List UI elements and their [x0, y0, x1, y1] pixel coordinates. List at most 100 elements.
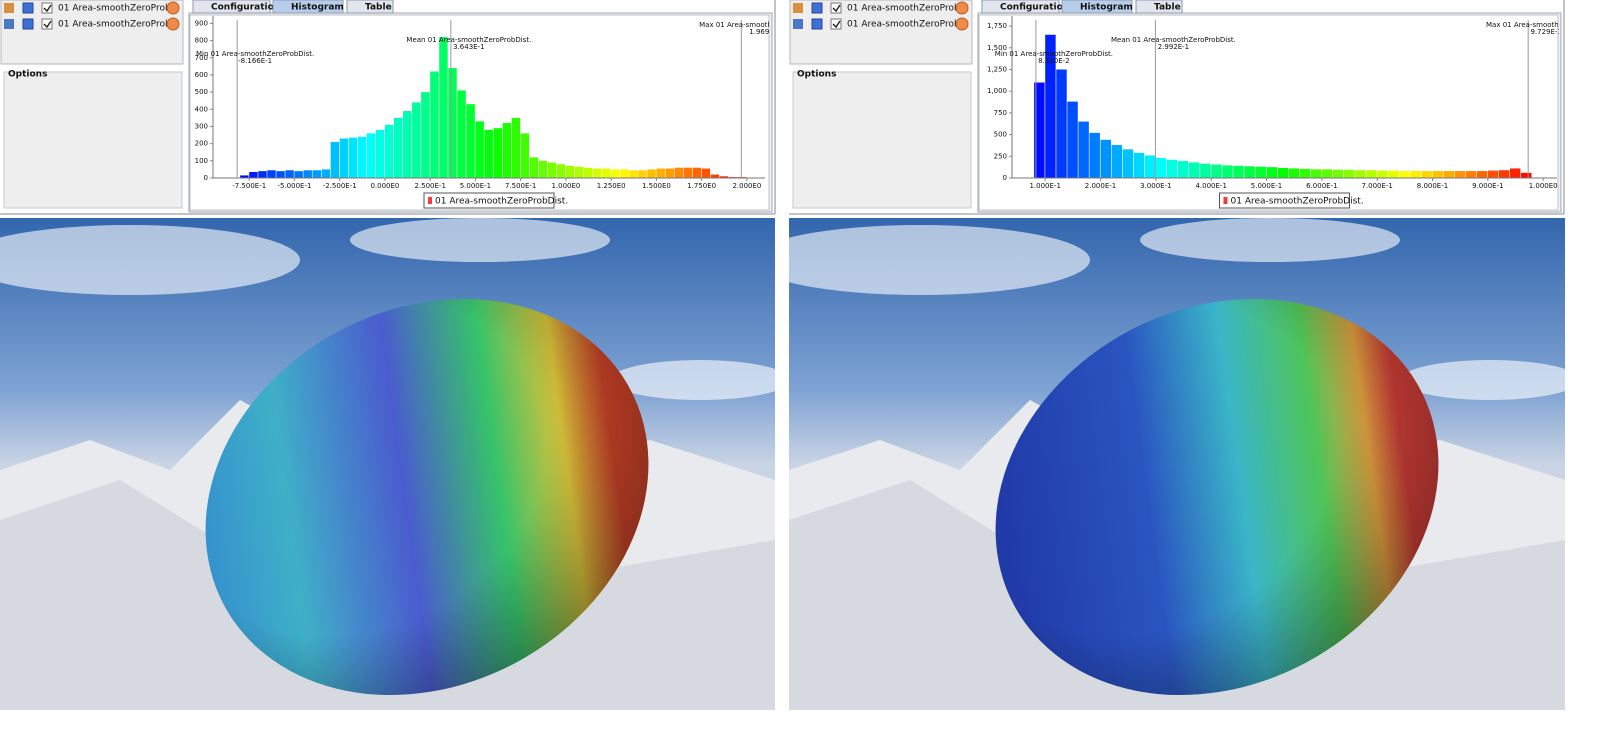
bar [366, 133, 376, 178]
bar [384, 124, 394, 178]
remove-button[interactable] [955, 1, 969, 15]
remove-button[interactable] [955, 17, 969, 31]
tab-label: Histogram [1080, 3, 1133, 13]
bar [701, 168, 711, 178]
row-color [811, 2, 823, 14]
marker-label: Mean 01 Area-smoothZeroProbDist. [406, 36, 531, 44]
marker-value: 9.729E-1 [1530, 28, 1561, 36]
tab[interactable] [1061, 0, 1133, 14]
bar [1166, 159, 1178, 178]
tab-label: Configuration [1000, 3, 1069, 13]
bar [357, 136, 367, 178]
bar [439, 37, 448, 178]
bar [1222, 165, 1233, 178]
histogram: 0 100 200 300 400 500 600 700 800 900 -7.500E-1 -5.… [195, 16, 769, 190]
bar [638, 170, 647, 178]
checkbox[interactable] [830, 2, 842, 14]
y-tick-label: 200 [195, 140, 208, 148]
legend-box [1219, 192, 1350, 209]
tab[interactable] [272, 0, 344, 14]
x-tick-label: 2.500E-1 [414, 182, 445, 190]
x-tick-label: 7.000E-1 [1361, 182, 1392, 190]
bar [1299, 168, 1311, 178]
check [832, 4, 841, 13]
bar [1399, 171, 1410, 178]
bar [529, 157, 539, 178]
bar [683, 167, 693, 178]
bar [1321, 169, 1333, 178]
marker-value: 1.969 [749, 28, 769, 36]
remove-button[interactable] [166, 1, 180, 15]
row-color [811, 18, 823, 30]
check [43, 4, 52, 13]
legend-label: 01 Area-smoothZeroProbDist. [435, 197, 568, 207]
bar [1133, 152, 1145, 178]
bar [1310, 169, 1322, 178]
bar [611, 169, 620, 178]
x-tick-label: -2.500E-1 [323, 182, 357, 190]
bar [1465, 171, 1477, 178]
tab[interactable] [1135, 0, 1183, 14]
bar [1177, 161, 1189, 178]
row-color [22, 18, 34, 30]
bar [412, 102, 421, 178]
tab[interactable] [346, 0, 394, 14]
bar [674, 167, 683, 178]
bar [538, 160, 548, 178]
marker-value: -8.166E-1 [238, 57, 272, 65]
x-tick-label: 1.000E-1 [1029, 182, 1060, 190]
y-tick-label: 900 [195, 19, 208, 27]
bar [303, 170, 312, 178]
bar [1056, 69, 1067, 178]
row-icon [4, 3, 14, 13]
y-tick-label: 0 [1003, 174, 1007, 182]
legend-label: 01 Area-smoothZeroProbDist. [1231, 197, 1364, 207]
x-tick-label: 1.250E0 [597, 182, 626, 190]
bar [1233, 165, 1244, 178]
tab[interactable] [981, 0, 1060, 14]
y-tick-label: 300 [195, 122, 208, 130]
bar [629, 170, 638, 178]
bar [330, 141, 340, 178]
x-tick-label: 2.000E0 [732, 182, 761, 190]
y-tick-label: 800 [195, 37, 208, 45]
bar [556, 164, 566, 178]
marker-value: 2.992E-1 [1158, 43, 1189, 51]
y-tick-label: 1,500 [987, 44, 1007, 52]
remove-button[interactable] [166, 17, 180, 31]
bar [466, 104, 475, 178]
y-tick-label: 0 [204, 174, 208, 182]
checkbox[interactable] [41, 18, 53, 30]
bar [393, 117, 403, 178]
checkbox[interactable] [830, 18, 842, 30]
bar [403, 111, 412, 178]
x-tick-label: 1.500E0 [642, 182, 671, 190]
bar [1432, 171, 1443, 178]
bar [240, 175, 249, 178]
bar [484, 129, 493, 178]
bar [1244, 166, 1255, 178]
bar [1078, 121, 1089, 178]
marker-label: Min 01 Area-smoothZeroProbDist. [995, 50, 1113, 58]
bar [520, 133, 530, 178]
bar [1034, 82, 1045, 178]
marker-label: Min 01 Area-smoothZeroProbDist. [196, 50, 314, 58]
check [832, 20, 841, 29]
bar [620, 169, 629, 178]
x-tick-label: 8.000E-1 [1417, 182, 1448, 190]
bar [493, 128, 502, 178]
checkbox[interactable] [41, 2, 53, 14]
row-label: 01 Area-smoothZeroProb.. [58, 4, 176, 14]
bar [258, 171, 267, 178]
tab[interactable] [192, 0, 271, 14]
y-tick-label: 700 [195, 54, 208, 62]
bar [593, 168, 602, 178]
bar [665, 168, 674, 178]
bar [1355, 170, 1366, 178]
bar [647, 169, 656, 178]
x-tick-label: 0.000E0 [370, 182, 399, 190]
bar [547, 162, 557, 178]
y-tick-label: 100 [195, 157, 208, 165]
bar [1521, 172, 1532, 178]
bar [1443, 171, 1455, 178]
